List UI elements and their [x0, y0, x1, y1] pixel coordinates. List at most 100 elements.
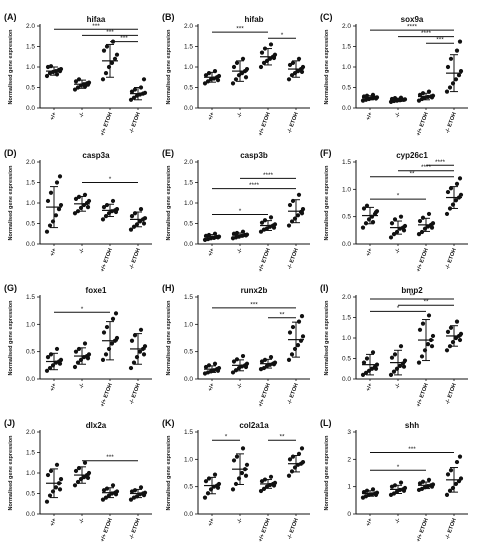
x-tick-label: -/- ETOH: [445, 248, 458, 271]
panel-label: (J): [4, 418, 15, 428]
data-point: [447, 85, 453, 90]
data-point: [137, 219, 143, 224]
x-tick-label: +/+: [208, 383, 216, 393]
data-point: [75, 360, 81, 365]
data-point: [53, 485, 59, 490]
data-point: [104, 486, 110, 491]
data-point: [132, 488, 138, 493]
data-point: [138, 327, 144, 332]
data-point: [230, 81, 236, 86]
y-tick-label: 1.5: [26, 44, 35, 51]
data-point: [82, 341, 88, 346]
data-point: [454, 48, 460, 53]
data-point: [244, 462, 250, 467]
data-point: [444, 211, 450, 217]
x-tick-label: -/-: [236, 382, 243, 389]
data-point: [453, 481, 459, 487]
data-point: [296, 192, 302, 197]
data-point: [129, 89, 135, 94]
data-point: [454, 181, 460, 186]
y-tick-label: 0.0: [184, 241, 193, 248]
data-point: [73, 468, 79, 474]
y-axis-label: Normalised gene expression: [8, 300, 14, 376]
data-point: [132, 87, 138, 92]
significance-label: *: [225, 434, 228, 441]
data-point: [212, 361, 218, 366]
data-point: [132, 333, 138, 338]
y-axis-label: Normalised gene expression: [8, 29, 14, 105]
data-point: [426, 477, 432, 482]
data-point: [258, 488, 264, 494]
y-tick-label: 0.5: [342, 214, 351, 221]
data-point: [458, 69, 464, 74]
y-tick-label: 1.0: [26, 470, 35, 477]
panel-label: (B): [162, 12, 175, 22]
data-point: [141, 352, 147, 357]
data-point: [425, 342, 431, 347]
data-point: [445, 189, 451, 195]
data-point: [430, 333, 436, 339]
panel-cyp26c1: (F) cyp26c1 Normalised gene expression 0.0 0…: [320, 148, 468, 273]
data-point: [448, 325, 454, 330]
y-tick-label: 2.0: [342, 294, 351, 301]
data-point: [128, 365, 134, 371]
data-point: [391, 369, 397, 374]
data-point: [101, 205, 107, 210]
data-point: [259, 50, 265, 55]
data-point: [429, 344, 435, 349]
y-tick-label: 0.5: [184, 484, 193, 491]
y-axis-label: Normalised gene expression: [8, 165, 14, 241]
data-point: [206, 71, 212, 76]
significance-label: ****: [249, 182, 260, 189]
data-point: [268, 215, 274, 220]
data-point: [287, 62, 293, 68]
panel-label: (D): [4, 148, 17, 158]
x-tick-label: +/+ ETOH: [100, 383, 114, 408]
data-point: [300, 207, 306, 212]
data-point: [110, 316, 116, 321]
y-tick-label: 1.0: [184, 321, 193, 328]
panel-foxe1: (G) foxe1 Normalised gene expression 0.0 0.5…: [4, 283, 152, 408]
data-point: [239, 470, 245, 476]
data-point: [272, 52, 278, 57]
significance-label: ****: [421, 164, 432, 171]
data-point: [212, 472, 218, 477]
data-point: [454, 319, 460, 324]
x-tick-label: +/+ ETOH: [100, 518, 114, 543]
panel-title: foxe1: [86, 286, 107, 295]
y-axis-label: Normalised gene expression: [166, 165, 172, 241]
data-point: [47, 365, 53, 371]
panel-dlx2a: (J) dlx2a Normalised gene expression 0.0 0.5…: [4, 418, 152, 543]
x-tick-label: -/- ETOH: [129, 248, 142, 271]
x-tick-label: +/+ ETOH: [416, 383, 430, 408]
y-tick-label: 2.0: [26, 23, 35, 30]
data-point: [289, 469, 295, 474]
data-point: [287, 202, 293, 208]
data-point: [76, 77, 82, 82]
data-point: [103, 71, 109, 76]
significance-label: ***: [236, 26, 244, 33]
data-point: [444, 492, 450, 497]
data-point: [202, 495, 208, 500]
data-point: [398, 214, 404, 219]
data-point: [240, 446, 246, 451]
panel-casp3a: (D) casp3a Normalised gene expression 0.0 0.…: [4, 148, 152, 273]
x-tick-label: -/-: [394, 382, 401, 389]
data-point: [44, 73, 50, 79]
data-point: [104, 202, 110, 208]
panel-label: (I): [320, 283, 329, 293]
y-axis-label: Normalised gene expression: [324, 300, 330, 376]
data-point: [131, 95, 137, 100]
panel-title: sox9a: [401, 15, 424, 24]
data-point: [289, 73, 295, 78]
data-point: [444, 348, 450, 353]
data-point: [259, 220, 265, 225]
y-tick-label: 1.5: [342, 44, 351, 51]
significance-label: ****: [435, 159, 446, 166]
data-point: [47, 223, 53, 228]
panel-title: shh: [405, 421, 419, 430]
x-tick-label: +/+: [50, 248, 58, 258]
y-tick-label: 1.5: [342, 315, 351, 322]
data-point: [444, 89, 450, 94]
panel-title: cyp26c1: [396, 151, 428, 160]
